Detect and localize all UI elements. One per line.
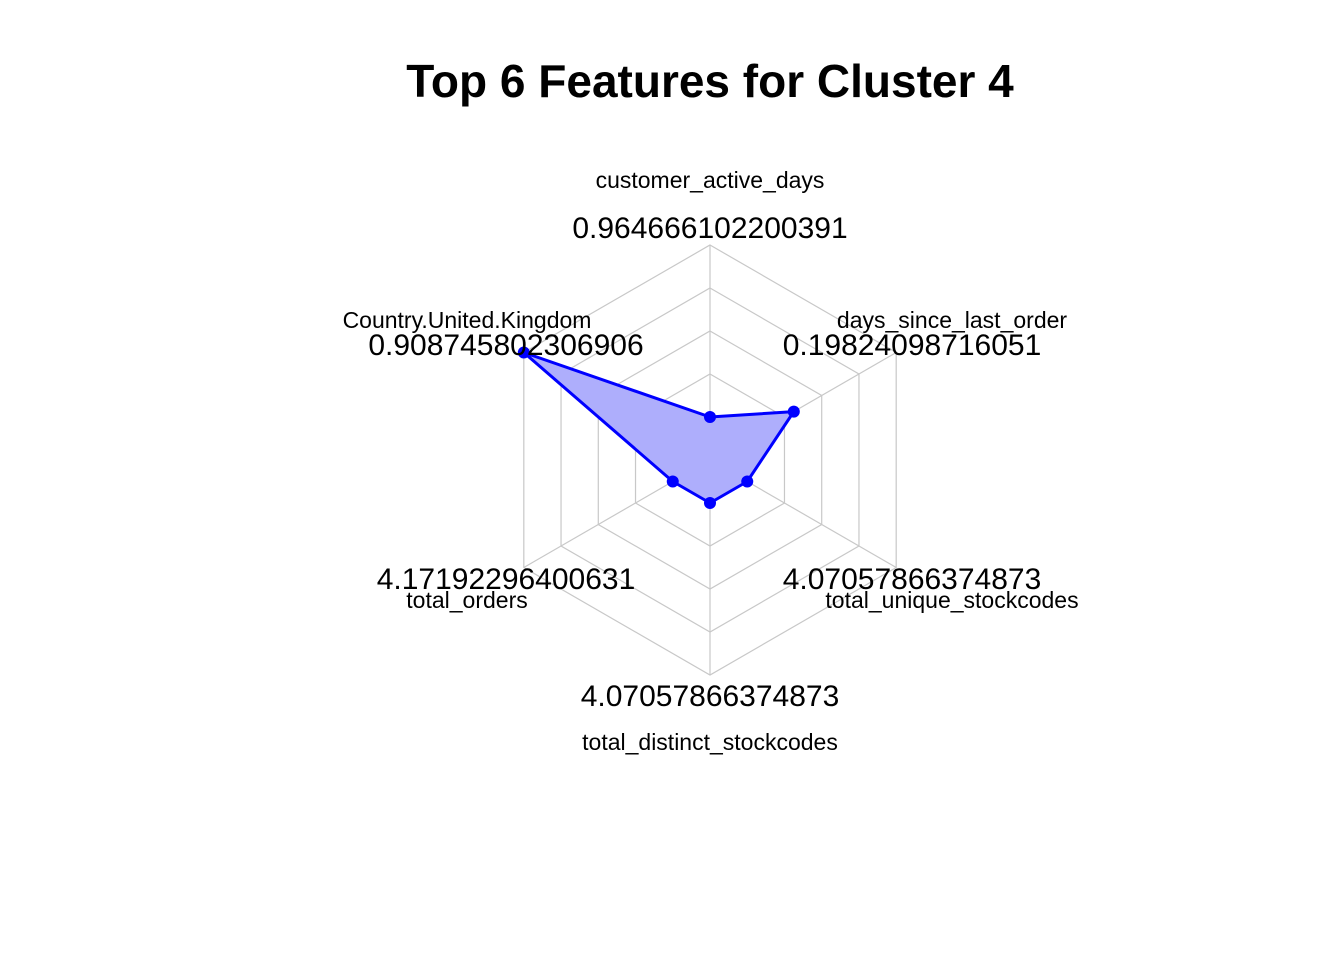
axis-label-5: total_orders bbox=[406, 587, 527, 613]
axis-label-3: total_unique_stockcodes bbox=[825, 587, 1078, 613]
series-point-total_unique_stockcodes bbox=[741, 475, 754, 488]
series-point-Country.United.Kingdom bbox=[517, 346, 530, 359]
axis-label-1: customer_active_days bbox=[596, 167, 825, 193]
series-area bbox=[522, 351, 796, 505]
axis-label-4: total_distinct_stockcodes bbox=[582, 729, 838, 755]
series-point-customer_active_days bbox=[704, 411, 716, 423]
axis-label-2: days_since_last_order bbox=[837, 307, 1067, 333]
radar-series bbox=[517, 346, 800, 509]
series-point-total_distinct_stockcodes bbox=[704, 497, 716, 509]
axis-max-label-4: 4.07057866374873 bbox=[581, 680, 840, 713]
axis-max-label-2: 0.19824098716051 bbox=[783, 329, 1042, 362]
axis-max-label-5: 4.17192296400631 bbox=[377, 563, 636, 596]
axis-label-6: Country.United.Kingdom bbox=[343, 307, 592, 333]
axis-max-label-6: 0.908745802306906 bbox=[368, 329, 643, 362]
chart-title: Top 6 Features for Cluster 4 bbox=[406, 55, 1014, 107]
axis-max-label-1: 0.964666102200391 bbox=[572, 212, 847, 245]
series-point-days_since_last_order bbox=[787, 405, 800, 418]
radar-labels: customer_active_days 0.964666102200391 day… bbox=[343, 167, 1079, 755]
axis-max-label-3: 4.07057866374873 bbox=[783, 563, 1042, 596]
series-point-total_orders bbox=[666, 475, 679, 488]
